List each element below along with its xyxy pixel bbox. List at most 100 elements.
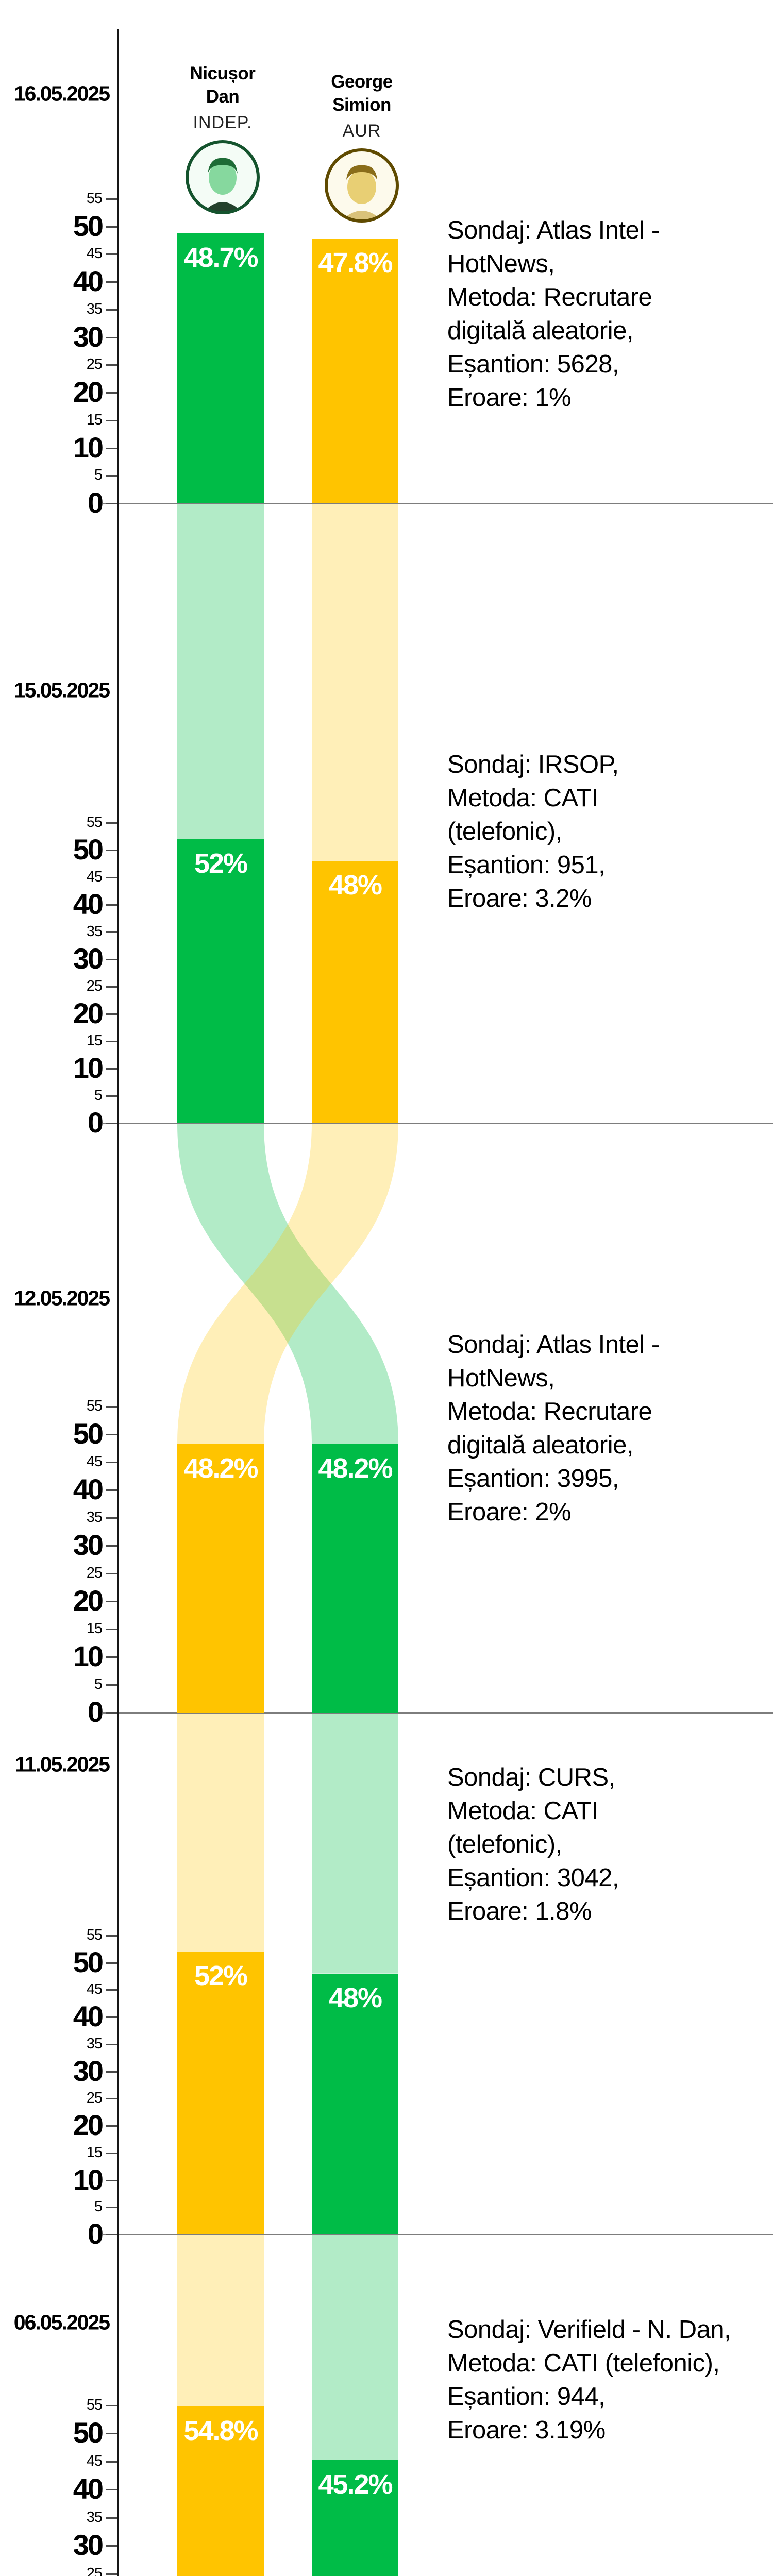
axis-tick-dash xyxy=(106,2234,118,2235)
axis-tick-dash xyxy=(106,1406,118,1408)
axis-tick-dash xyxy=(106,1712,118,1714)
axis-tick-label: 0 xyxy=(87,486,104,519)
axis-tick-dash xyxy=(106,2545,118,2547)
axis-tick-dash xyxy=(106,1573,118,1574)
axis-tick-label: 10 xyxy=(73,1640,104,1673)
trend-ribbon-simion xyxy=(312,503,398,861)
poll-annotation: Sondaj: CURS, Metoda: CATI (telefonic), Eșa… xyxy=(447,1761,769,1928)
axis-tick-dash xyxy=(106,2573,118,2575)
axis-tick-label: 5 xyxy=(94,1675,103,1692)
portrait-yellow-tint-icon xyxy=(325,148,399,223)
axis-tick-label: 25 xyxy=(86,2090,103,2107)
bar-value-label: 52% xyxy=(194,848,248,879)
axis-tick-label: 55 xyxy=(86,1926,103,1943)
axis-tick-label: 25 xyxy=(86,2565,103,2576)
axis-tick-label: 0 xyxy=(87,1696,104,1728)
axis-tick-label: 15 xyxy=(86,1620,103,1637)
axis-tick-label: 25 xyxy=(86,977,103,994)
trend-ribbon-dan xyxy=(312,2234,398,2461)
annotation-line: (telefonic), xyxy=(447,1831,562,1858)
axis-tick-dash xyxy=(106,503,118,504)
axis-tick-dash xyxy=(106,1434,118,1435)
axis-tick-dash xyxy=(106,1684,118,1686)
annotation-line: Eșantion: 951, xyxy=(447,851,606,879)
trend-ribbon-simion xyxy=(177,2234,264,2406)
annotation-line: Metoda: CATI (telefonic), xyxy=(447,2349,720,2377)
axis-tick-label: 15 xyxy=(86,411,103,428)
poll-bar-simion: 48.2% xyxy=(177,1444,264,1713)
y-axis-line xyxy=(117,29,119,2576)
axis-tick-label: 50 xyxy=(73,1945,104,1978)
axis-tick-label: 15 xyxy=(86,2144,103,2161)
annotation-line: (telefonic), xyxy=(447,818,562,845)
axis-tick-label: 20 xyxy=(73,2109,104,2142)
axis-tick-dash xyxy=(106,447,118,449)
poll-date: 12.05.2025 xyxy=(13,1286,110,1310)
candidate-party-label: INDEP. xyxy=(193,113,253,132)
axis-tick-label: 40 xyxy=(73,265,104,298)
bar-value-label: 47.8% xyxy=(318,247,393,279)
poll-date: 11.05.2025 xyxy=(15,1752,110,1776)
trend-ribbon-simion xyxy=(177,1123,398,1445)
axis-tick-dash xyxy=(106,2125,118,2127)
axis-tick-label: 30 xyxy=(73,2054,104,2087)
axis-tick-label: 35 xyxy=(86,923,103,940)
candidate-header-simion: George Simion AUR xyxy=(300,70,424,226)
poll-annotation: Sondaj: Atlas Intel - HotNews, Metoda: Rec… xyxy=(447,1328,769,1529)
axis-tick-dash xyxy=(106,2517,118,2519)
axis-tick-label: 45 xyxy=(86,1453,103,1470)
axis-tick-dash xyxy=(106,1013,118,1015)
axis-tick-label: 35 xyxy=(86,1509,103,1526)
candidate-name-line: Dan xyxy=(206,87,240,107)
axis-tick-dash xyxy=(106,2433,118,2434)
annotation-line: Eșantion: 5628, xyxy=(447,350,619,378)
axis-tick-dash xyxy=(106,253,118,256)
axis-tick-dash xyxy=(106,336,118,338)
trend-ribbon-dan xyxy=(177,503,264,839)
axis-tick-label: 45 xyxy=(86,868,103,885)
bar-value-label: 48% xyxy=(328,1982,382,2013)
poll-annotation: Sondaj: Atlas Intel - HotNews, Metoda: Rec… xyxy=(447,214,769,415)
axis-tick-dash xyxy=(106,364,118,366)
poll-bar-dan: 45.2% xyxy=(312,2460,398,2576)
poll-bar-simion: 48% xyxy=(312,861,398,1123)
bar-value-label: 48% xyxy=(328,870,382,901)
axis-tick-label: 50 xyxy=(73,2416,104,2449)
poll-date: 06.05.2025 xyxy=(13,2310,110,2334)
axis-tick-dash xyxy=(106,931,118,933)
axis-tick-dash xyxy=(106,1962,118,1964)
candidate-name-line: Nicușor xyxy=(190,63,256,83)
axis-tick-label: 20 xyxy=(73,376,104,409)
annotation-line: Metoda: CATI xyxy=(447,784,598,812)
annotation-line: Eroare: 3.2% xyxy=(447,885,592,912)
axis-tick-label: 25 xyxy=(86,356,103,373)
axis-tick-dash xyxy=(106,392,118,394)
axis-tick-label: 15 xyxy=(86,1032,103,1049)
axis-tick-dash xyxy=(106,1462,118,1463)
axis-tick-label: 25 xyxy=(86,1564,103,1581)
axis-tick-label: 35 xyxy=(86,2035,103,2052)
axis-tick-dash xyxy=(106,1068,118,1070)
annotation-line: Eroare: 1% xyxy=(447,384,572,412)
axis-tick-dash xyxy=(106,850,118,851)
annotation-line: Eroare: 3.19% xyxy=(447,2416,606,2444)
axis-tick-label: 10 xyxy=(73,431,104,464)
axis-tick-dash xyxy=(106,281,118,283)
poll-bar-dan: 48% xyxy=(312,1973,398,2234)
axis-tick-dash xyxy=(106,822,118,824)
axis-tick-dash xyxy=(106,2404,118,2406)
axis-tick-label: 50 xyxy=(73,1417,104,1450)
poll-bar-simion: 54.8% xyxy=(177,2406,264,2576)
annotation-line: digitală aleatorie, xyxy=(447,317,633,345)
axis-tick-label: 20 xyxy=(73,997,104,1030)
axis-tick-dash xyxy=(106,2489,118,2490)
annotation-line: Sondaj: Atlas Intel - xyxy=(447,1331,660,1359)
axis-tick-dash xyxy=(106,2016,118,2018)
axis-tick-label: 0 xyxy=(87,1106,104,1139)
annotation-line: Eșantion: 944, xyxy=(447,2383,606,2411)
axis-tick-label: 35 xyxy=(86,300,103,317)
poll-bar-dan: 52% xyxy=(177,839,264,1123)
candidate-photo-simion xyxy=(300,148,424,226)
